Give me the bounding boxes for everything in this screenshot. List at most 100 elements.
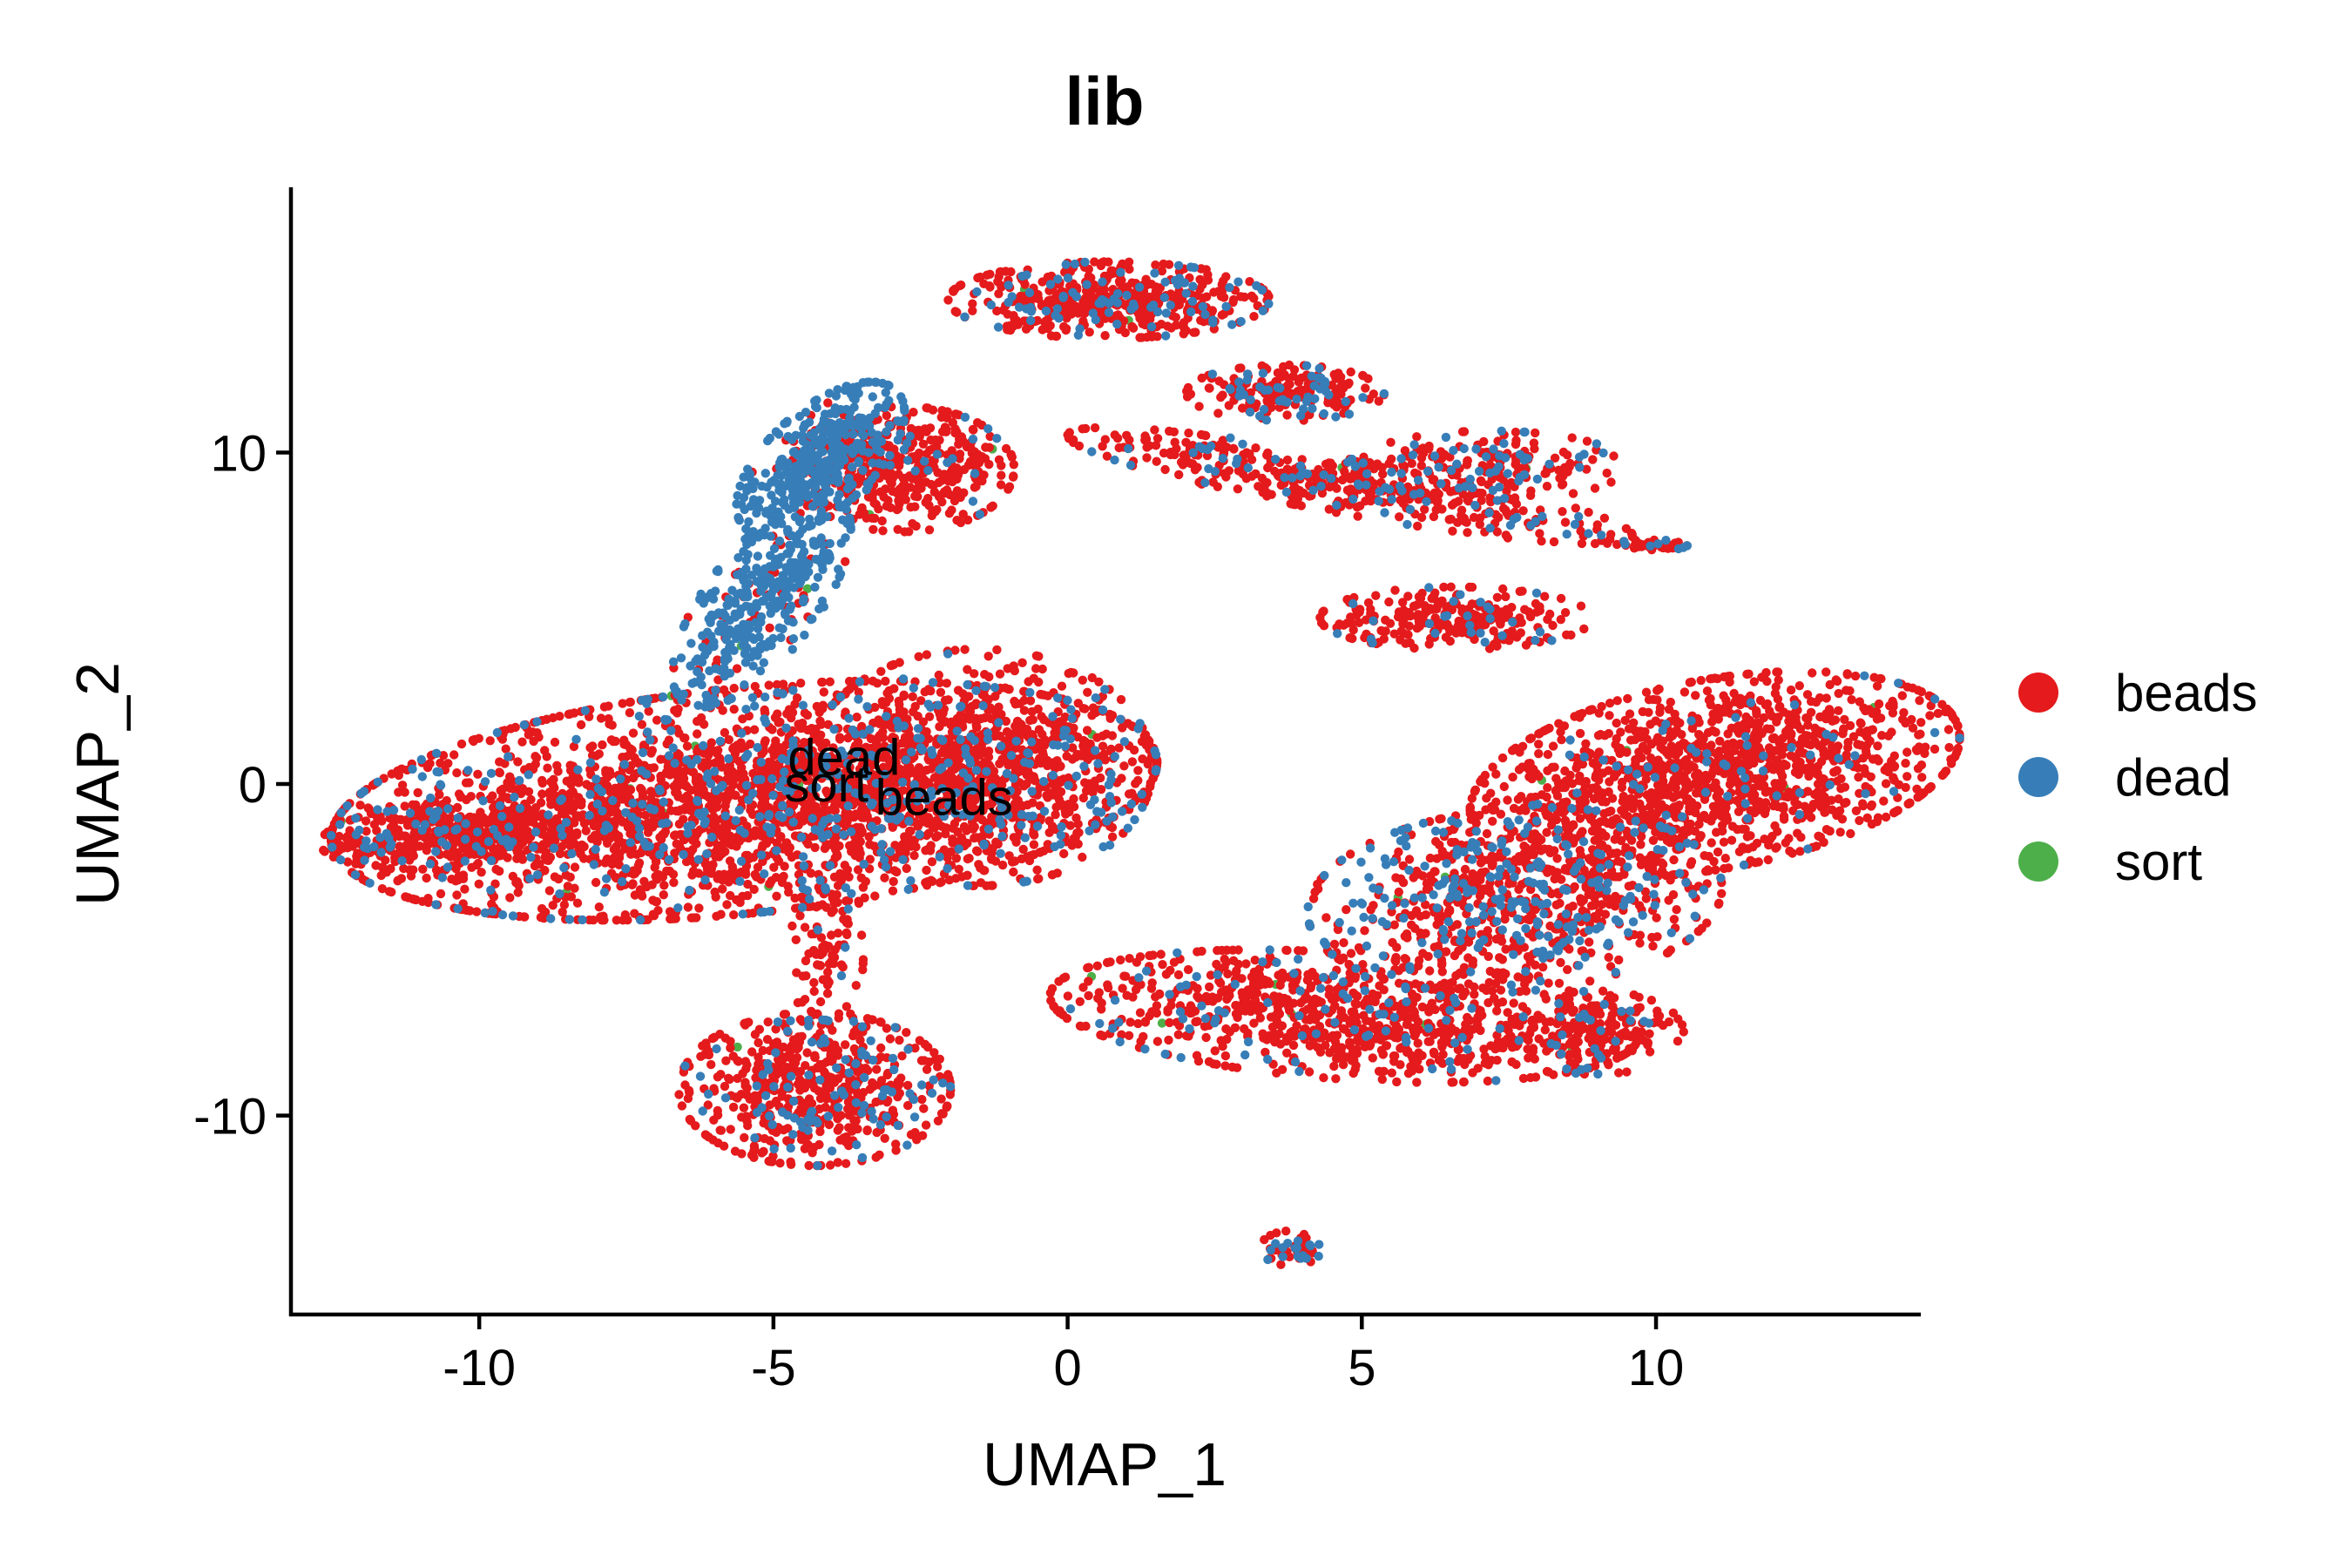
data-point	[1054, 794, 1064, 804]
data-point	[1343, 380, 1353, 389]
data-point	[815, 997, 826, 1007]
data-point	[771, 740, 781, 750]
data-point	[1090, 257, 1099, 267]
data-point	[746, 739, 755, 749]
data-point	[1017, 658, 1027, 667]
data-point	[491, 864, 501, 875]
data-point	[569, 741, 579, 752]
data-point	[474, 879, 483, 889]
data-point	[456, 739, 467, 749]
data-point	[733, 1093, 742, 1103]
data-point	[937, 747, 947, 758]
data-point	[729, 910, 739, 920]
data-point	[709, 1115, 719, 1125]
data-point	[628, 879, 638, 889]
data-point	[870, 891, 880, 901]
data-point	[590, 830, 599, 841]
data-point	[738, 1069, 747, 1078]
data-point	[550, 737, 560, 747]
data-point	[1007, 452, 1017, 462]
data-point	[979, 866, 989, 875]
data-point	[922, 403, 931, 413]
data-point	[634, 858, 645, 868]
data-point	[729, 742, 739, 753]
data-point	[1323, 398, 1333, 408]
data-point	[1105, 270, 1114, 280]
data-point	[1034, 874, 1044, 883]
data-point	[902, 839, 912, 848]
data-point	[1000, 683, 1010, 693]
data-point	[1104, 257, 1113, 267]
data-point	[679, 780, 689, 790]
data-point	[1122, 282, 1132, 292]
data-point	[396, 814, 406, 825]
data-point	[990, 856, 1001, 866]
data-point	[914, 477, 923, 488]
data-point	[1116, 694, 1126, 705]
data-point	[960, 645, 970, 654]
data-point	[830, 895, 840, 905]
data-point	[577, 801, 586, 810]
data-point	[760, 797, 770, 808]
data-point	[608, 737, 618, 747]
data-point	[922, 650, 932, 659]
data-point	[745, 1094, 754, 1105]
data-point	[879, 492, 889, 502]
data-point	[1045, 759, 1055, 768]
data-point	[951, 874, 961, 883]
data-point	[682, 741, 693, 751]
data-point	[775, 1159, 785, 1168]
data-point	[935, 1054, 945, 1064]
data-point	[889, 876, 898, 887]
data-point	[891, 853, 901, 862]
data-point	[704, 1046, 713, 1057]
data-point	[889, 866, 900, 875]
data-point	[576, 720, 586, 730]
data-point	[687, 870, 697, 880]
data-point	[1083, 687, 1092, 697]
data-point	[819, 687, 828, 697]
data-point	[742, 1060, 752, 1070]
data-point	[882, 410, 891, 421]
data-point	[821, 1103, 830, 1112]
data-point	[644, 706, 653, 716]
data-point	[1138, 319, 1147, 328]
data-point	[942, 679, 952, 688]
data-point	[739, 1103, 749, 1112]
data-point	[1127, 321, 1137, 332]
data-point	[724, 734, 733, 745]
data-point	[827, 1073, 837, 1083]
data-point	[725, 1074, 734, 1085]
data-point	[1147, 332, 1157, 341]
data-point	[520, 828, 530, 839]
data-point	[1078, 852, 1087, 862]
data-point	[594, 749, 604, 759]
data-point	[716, 909, 726, 919]
data-point	[871, 499, 881, 510]
data-point	[413, 787, 422, 798]
data-point	[1077, 751, 1087, 760]
data-point	[937, 476, 947, 485]
data-point	[1146, 280, 1157, 289]
data-point	[1024, 855, 1035, 866]
data-point	[683, 902, 693, 912]
data-point	[919, 1104, 929, 1113]
data-point	[719, 1141, 729, 1151]
data-point	[1203, 275, 1213, 285]
data-point	[1195, 274, 1205, 284]
data-point	[804, 1160, 814, 1171]
data-point	[969, 449, 978, 460]
data-point	[397, 781, 408, 790]
data-point	[438, 751, 449, 760]
data-point	[1131, 779, 1140, 788]
data-point	[628, 728, 639, 738]
data-point	[977, 476, 987, 486]
data-point	[943, 295, 953, 305]
data-point	[830, 945, 840, 955]
data-point	[406, 849, 416, 860]
data-point	[572, 898, 583, 908]
data-point	[1032, 865, 1042, 875]
data-point	[884, 471, 894, 481]
data-point	[487, 899, 497, 909]
data-point	[1061, 324, 1071, 334]
